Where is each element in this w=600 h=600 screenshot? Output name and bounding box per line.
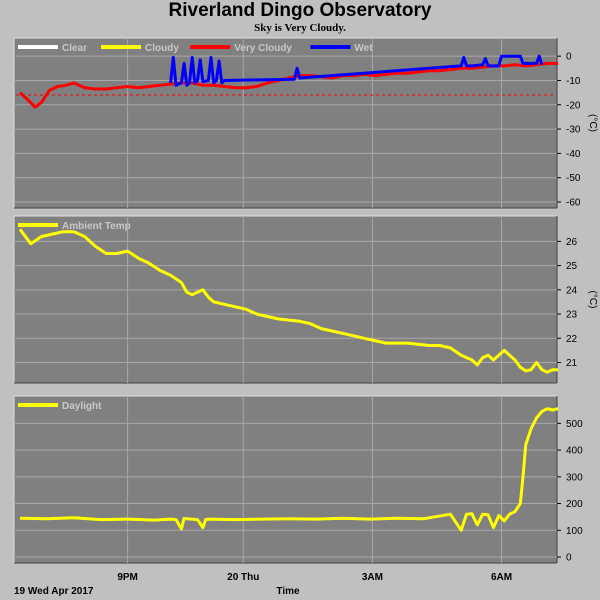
legend-label: Very Cloudy (234, 43, 292, 54)
x-tick-label: 20 Thu (227, 572, 259, 583)
y-tick-label: 21 (566, 358, 578, 369)
y-tick-label: 400 (566, 446, 583, 457)
panel-background (13, 37, 558, 209)
y-tick-label: -20 (566, 100, 581, 111)
x-axis-title: Time (276, 586, 300, 597)
panel-background (13, 395, 558, 564)
date-label: 19 Wed Apr 2017 (14, 586, 94, 597)
x-tick-label: 9PM (117, 572, 138, 583)
y-tick-label: 100 (566, 526, 583, 537)
series-line-ambient-temp (18, 228, 558, 374)
y-tick-label: 22 (566, 334, 578, 345)
y-tick-label: 200 (566, 499, 583, 510)
series-line-daylight (19, 407, 559, 532)
series-line-wet (169, 54, 544, 87)
chart-subtitle: Sky is Very Cloudy. (254, 22, 346, 34)
y-tick-label: -30 (566, 125, 581, 136)
legend-label: Cloudy (145, 43, 179, 54)
y-tick-label: -10 (566, 76, 581, 87)
y-tick-label: 26 (566, 237, 578, 248)
ambient-temperature-panel: 26 25 24 23 22 21 (°C) Ambient Temp (13, 215, 598, 384)
panel-background (13, 215, 558, 384)
y-tick-label: -40 (566, 149, 581, 160)
x-axis: 9PM 20 Thu 3AM 6AM (117, 572, 512, 583)
x-tick-label: 3AM (362, 572, 383, 583)
legend-label: Clear (62, 43, 87, 54)
y-tick-label: 500 (566, 419, 583, 430)
y-tick-label: 23 (566, 310, 578, 321)
y-tick-label: -50 (566, 173, 581, 184)
daylight-panel: 500 400 300 200 100 0 Daylight (13, 395, 583, 564)
y-unit-label: (°C) (587, 114, 598, 132)
y-tick-label: 24 (566, 285, 578, 296)
y-tick-label: 300 (566, 472, 583, 483)
legend-label: Wet (354, 43, 373, 54)
y-tick-label: 25 (566, 261, 578, 272)
y-tick-label: 0 (566, 52, 572, 63)
y-tick-label: -60 (566, 198, 581, 209)
sky-temperature-panel: 0 -10 -20 -30 -40 -50 -60 (°C) Clear Cloudy Very C… (13, 37, 598, 209)
legend-label: Ambient Temp (62, 221, 131, 232)
y-unit-label: (°C) (587, 291, 598, 309)
legend-label: Daylight (62, 401, 102, 412)
y-tick-label: 0 (566, 553, 572, 564)
chart-title: Riverland Dingo Observatory (168, 0, 432, 21)
x-tick-label: 6AM (491, 572, 512, 583)
